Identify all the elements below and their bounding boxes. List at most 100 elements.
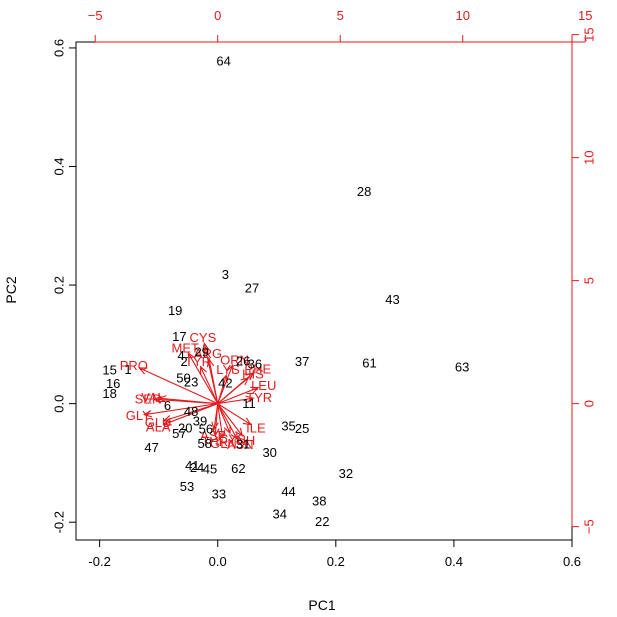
loading-arrow [217, 403, 231, 435]
observation-label: 38 [312, 493, 326, 508]
observation-label: 45 [203, 461, 217, 476]
observation-label: 3 [222, 267, 229, 282]
observation-label: 32 [339, 466, 353, 481]
observation-label: 58 [197, 436, 211, 451]
loading-label: ALA [146, 419, 171, 434]
loading-label: THR [201, 434, 228, 449]
observation-label: 11 [242, 396, 256, 411]
observation-label: 24 [190, 460, 204, 475]
loading-label: HIS [242, 366, 264, 381]
observation-label: 33 [212, 486, 226, 501]
loading-label: ILE [246, 420, 266, 435]
observation-label: 53 [180, 479, 194, 494]
loading-arrow [217, 395, 255, 405]
loading-arrow [199, 365, 219, 404]
loading-label: VAL [141, 390, 165, 405]
observation-label: 44 [281, 484, 295, 499]
y-tick-label: 0.2 [52, 276, 67, 294]
loading-label: LYS [216, 362, 240, 377]
observation-label: 20 [178, 421, 192, 436]
top-x-tick-label: −5 [88, 8, 103, 23]
x-tick-label: 0.2 [327, 554, 345, 569]
observation-label: 1 [124, 362, 131, 377]
loading-label: ASN [227, 437, 254, 452]
x-tick-label: 0.4 [445, 554, 463, 569]
loading-label: TYR [185, 354, 211, 369]
loading-label: PHE [244, 362, 271, 377]
observation-label: 35 [281, 419, 295, 434]
y-tick-label: -0.2 [52, 511, 67, 533]
top-x-tick-label: 5 [337, 8, 344, 23]
loading-label: GLU [145, 415, 172, 430]
loading-arrow [142, 403, 218, 418]
observation-label: 57 [172, 426, 186, 441]
loading-arrow [217, 403, 226, 439]
observation-label: 31 [236, 437, 250, 452]
loading-label: ARG [194, 346, 222, 361]
observation-label: 64 [216, 54, 230, 69]
observation-label: 63 [455, 359, 469, 374]
loading-label: PRO [120, 358, 148, 373]
loading-arrow [217, 386, 260, 405]
observation-label: 15 [102, 362, 116, 377]
observation-label: 61 [362, 355, 376, 370]
loading-label: NH [236, 433, 255, 448]
top-x-tick-label: 0 [214, 8, 221, 23]
plot-frame [75, 41, 573, 541]
observation-label: 22 [315, 514, 329, 529]
loading-label: CYS [190, 330, 217, 345]
loading-label: LEU [251, 378, 276, 393]
right-y-tick-label: 5 [582, 277, 597, 284]
observation-label: 17 [172, 329, 186, 344]
x-tick-label: 0.6 [563, 554, 581, 569]
observation-label: 18 [102, 386, 116, 401]
loading-arrow [152, 395, 218, 405]
observation-label: 2 [180, 354, 187, 369]
observation-label: 29 [195, 345, 209, 360]
loading-arrow [187, 352, 219, 404]
loading-label: SER [135, 391, 162, 406]
right-y-tick-label: −5 [582, 519, 597, 534]
observation-label: 50 [176, 371, 190, 386]
observation-label: 6 [164, 398, 171, 413]
observation-label: 36 [248, 356, 262, 371]
observation-label: 26 [236, 354, 250, 369]
observation-label: 43 [385, 292, 399, 307]
y-axis-title: PC2 [3, 276, 19, 303]
loading-label: MET [172, 341, 200, 356]
right-y-tick-label: 10 [582, 150, 597, 164]
loading-label: CYS [219, 431, 246, 446]
loading-label: ORN [220, 352, 249, 367]
x-tick-label: -0.2 [88, 554, 110, 569]
loading-label: GLY [126, 408, 151, 423]
y-tick-label: 0.0 [52, 395, 67, 413]
right-y-tick-label: 15 [582, 27, 597, 41]
loading-arrow [217, 403, 252, 426]
loading-label: ASP [200, 428, 226, 443]
observation-label: 39 [193, 413, 207, 428]
observation-label: 56 [199, 422, 213, 437]
observation-label: 62 [231, 461, 245, 476]
observation-label: 48 [184, 404, 198, 419]
loading-arrow [162, 403, 218, 423]
observation-label: 19 [168, 303, 182, 318]
observation-label: 4 [177, 348, 184, 363]
loading-arrow [206, 358, 219, 404]
observation-label: 16 [106, 376, 120, 391]
observation-label: 42 [218, 375, 232, 390]
loading-arrow [162, 403, 218, 426]
y-tick-label: 0.4 [52, 157, 67, 175]
x-axis-title: PC1 [308, 597, 335, 613]
loading-arrow [212, 403, 220, 437]
observation-label: 25 [295, 421, 309, 436]
axes: -0.2 0.0 0.2 0.4 0.6-0.20.00.20.40.6−5 0 5 10 15… [52, 8, 597, 569]
loading-arrow [217, 403, 238, 441]
observation-label: 23 [184, 374, 198, 389]
loading-label: TYR [246, 390, 272, 405]
loading-arrow [217, 403, 244, 437]
observation-label: 28 [357, 184, 371, 199]
loading-arrow [138, 367, 218, 405]
